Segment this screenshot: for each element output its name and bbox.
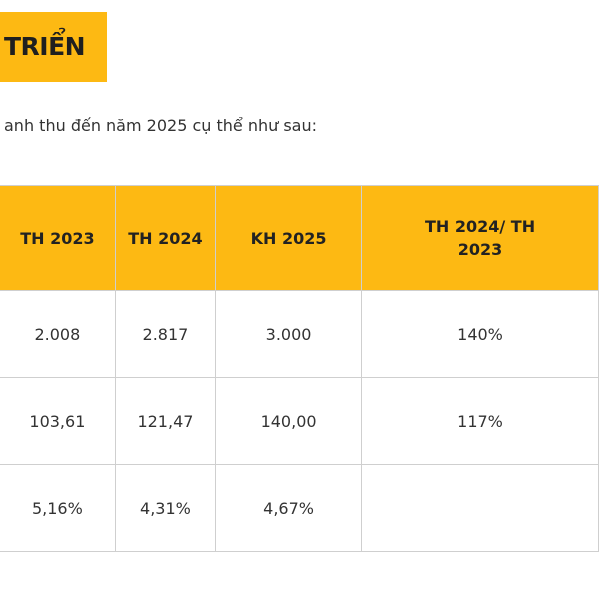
column-header: TH 2023 bbox=[0, 185, 116, 291]
table-body: 2.008 2.817 3.000 140% 103,61 121,47 140,00 117… bbox=[0, 290, 599, 552]
column-header: TH 2024 bbox=[114, 185, 217, 291]
table-cell: 4,67% bbox=[215, 464, 363, 552]
table-cell: 103,61 bbox=[0, 377, 116, 465]
data-table: TH 2023 TH 2024 KH 2025 TH 2024/ TH 2023 2.… bbox=[0, 185, 599, 552]
table-cell: 3.000 bbox=[215, 290, 363, 378]
intro-text: anh thu đến năm 2025 cụ thể như sau: bbox=[4, 116, 318, 135]
table-cell: 140% bbox=[361, 290, 599, 378]
column-header: KH 2025 bbox=[215, 185, 363, 291]
section-title: TRIỂN bbox=[4, 32, 86, 61]
table-row: 103,61 121,47 140,00 117% bbox=[0, 377, 599, 465]
table-cell: 117% bbox=[361, 377, 599, 465]
section-header: TRIỂN bbox=[0, 12, 107, 82]
header-row: TH 2023 TH 2024 KH 2025 TH 2024/ TH 2023 bbox=[0, 185, 599, 291]
empty-cell bbox=[361, 464, 599, 552]
table-cell: 2.008 bbox=[0, 290, 116, 378]
table-cell: 140,00 bbox=[215, 377, 363, 465]
table-cell: 5,16% bbox=[0, 464, 116, 552]
column-header: TH 2024/ TH 2023 bbox=[361, 185, 599, 291]
table-cell: 121,47 bbox=[114, 377, 217, 465]
table-row: 2.008 2.817 3.000 140% bbox=[0, 290, 599, 378]
table-cell: 4,31% bbox=[114, 464, 217, 552]
table-row: 5,16% 4,31% 4,67% bbox=[0, 464, 599, 552]
table-cell: 2.817 bbox=[114, 290, 217, 378]
